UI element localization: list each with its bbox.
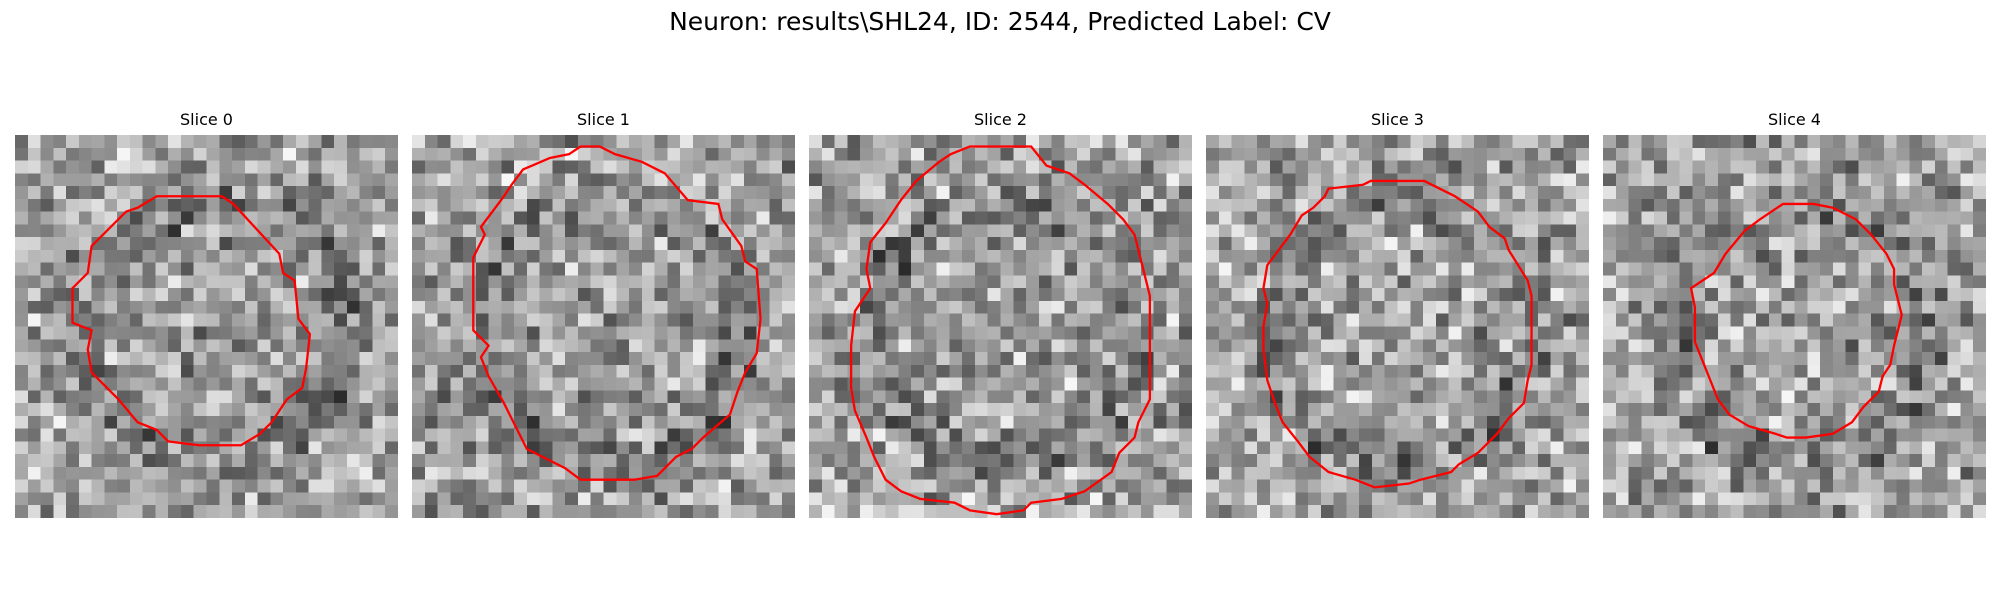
roi-contour-2 [849,145,1152,516]
slice-image-3 [1206,135,1589,518]
slice-title-1: Slice 1 [577,110,630,129]
slice-panel-2: Slice 2 [809,108,1192,518]
slice-panel-4: Slice 4 [1603,108,1986,518]
slice-title-3: Slice 3 [1371,110,1424,129]
slice-panel-0: Slice 0 [15,108,398,518]
slice-title-0: Slice 0 [180,110,233,129]
roi-contour-3 [1262,179,1533,489]
slice-panel-3: Slice 3 [1206,108,1589,518]
slice-panel-1: Slice 1 [412,108,795,518]
slice-image-1 [412,135,795,518]
slice-image-0 [15,135,398,518]
slice-title-2: Slice 2 [974,110,1027,129]
figure-title: Neuron: results\SHL24, ID: 2544, Predict… [669,7,1331,36]
roi-contour-0 [71,195,312,447]
roi-contour-4 [1689,202,1903,439]
roi-contour-1 [472,145,762,481]
slice-title-4: Slice 4 [1768,110,1821,129]
slice-image-4 [1603,135,1986,518]
